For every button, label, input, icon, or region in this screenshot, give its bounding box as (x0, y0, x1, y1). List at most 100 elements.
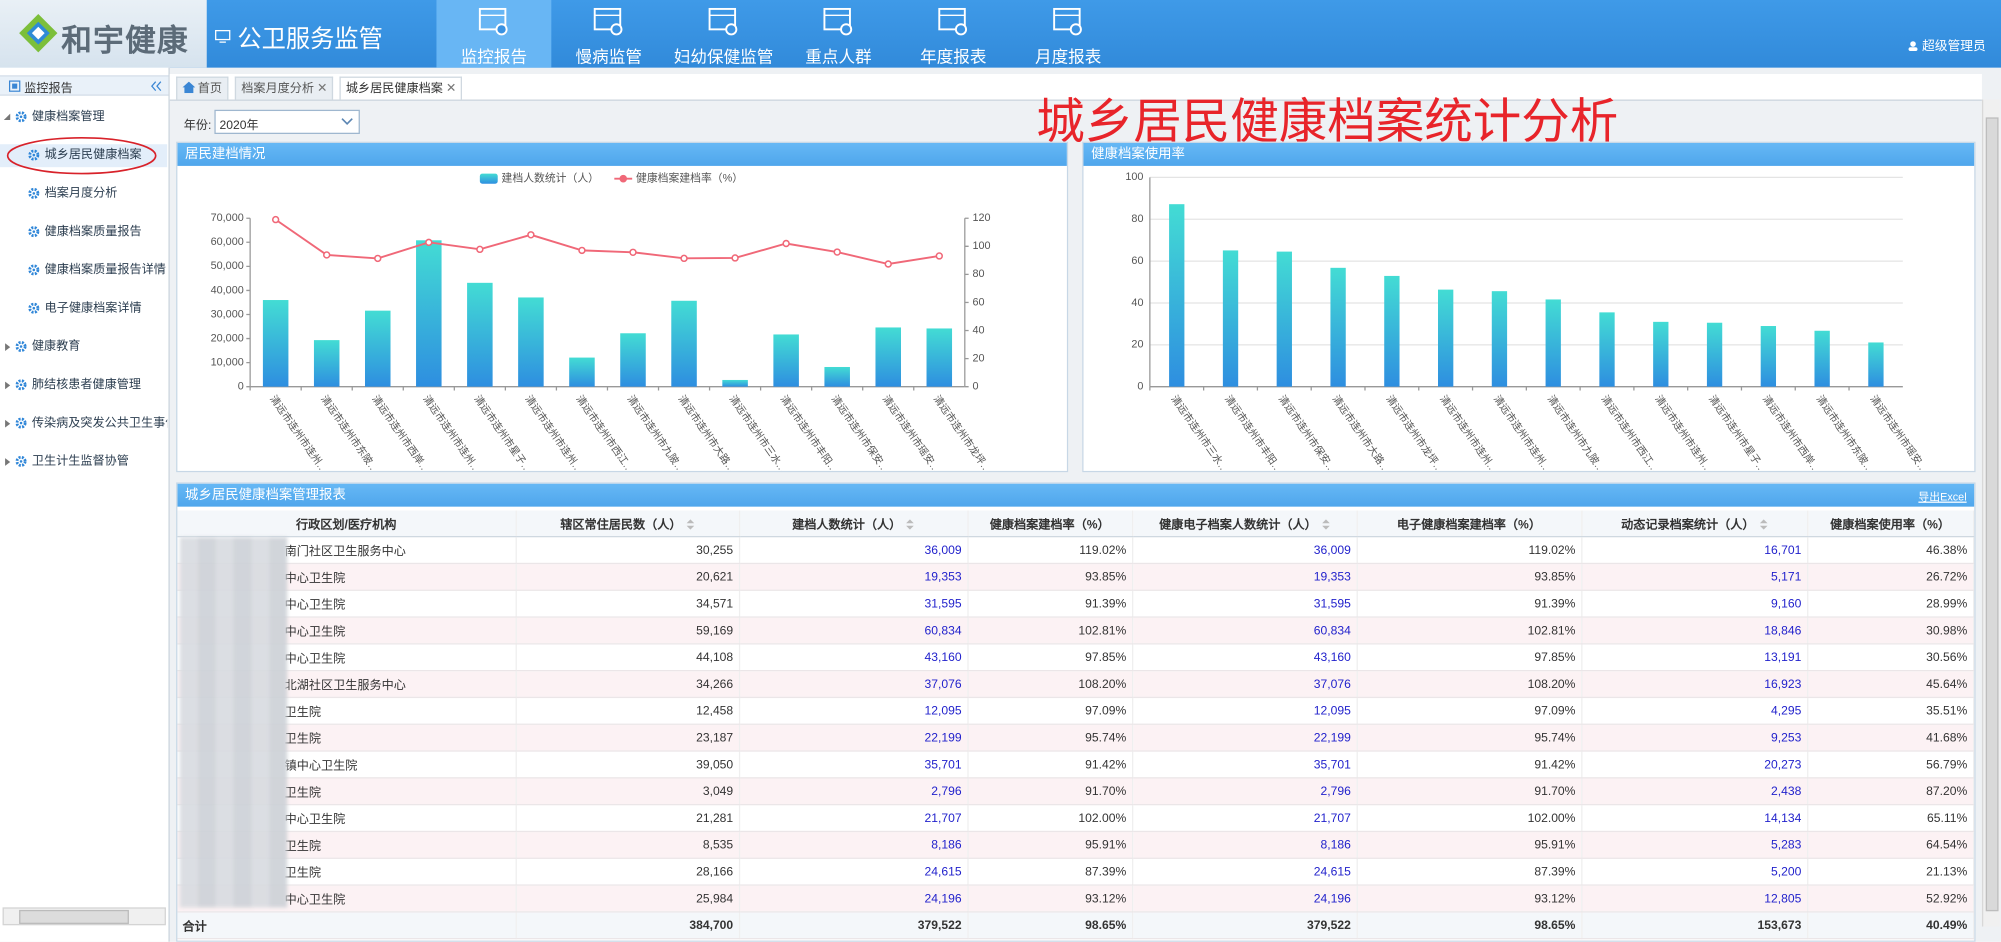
x-tick-label: 清远市连州市连州… (267, 393, 330, 471)
menu-item[interactable]: 电子健康档案详情 (0, 297, 167, 320)
scroll-thumb[interactable] (1985, 117, 1999, 912)
cell-number: 20,621 (515, 563, 740, 591)
cell-number: 43,160 (1131, 643, 1358, 672)
scroll-thumb[interactable] (19, 909, 129, 924)
menu-label: 档案月度分析 (44, 186, 118, 201)
cell-number: 9,253 (1581, 724, 1808, 752)
cell-number: 95.74% (1356, 724, 1582, 752)
nav-icon (478, 7, 508, 36)
x-tick-label: 清远市连州市保安… (829, 393, 892, 471)
nav-label: 慢病监管 (575, 47, 642, 67)
column-header[interactable]: 电子健康档案建档率（%） (1356, 510, 1582, 538)
sort-icon[interactable] (686, 519, 695, 530)
cell-number: 87.20% (1807, 777, 1974, 806)
nav-item[interactable]: 月度报表 (1011, 0, 1126, 68)
cell-number: 59,169 (515, 617, 740, 645)
x-tick-label: 清远市连州市西江… (573, 393, 636, 471)
line-point (629, 248, 637, 256)
cell-number: 56.79% (1807, 751, 1974, 779)
cell-number: 4,295 (1581, 697, 1808, 725)
column-header[interactable]: 建档人数统计（人） (738, 510, 968, 538)
line-point (476, 245, 484, 254)
tab[interactable]: 档案月度分析 (234, 76, 334, 100)
legend-label: 健康档案建档率（%） (636, 171, 743, 185)
bar (824, 366, 850, 387)
cell-number: 2,796 (738, 777, 968, 806)
cell-number: 45.64% (1807, 670, 1974, 699)
year-select[interactable]: 2020年 (214, 109, 360, 135)
tab[interactable]: 首页 (176, 76, 229, 100)
menu-group[interactable]: 传染病及突发公共卫生事件 (0, 412, 167, 435)
cell-number: 35,701 (738, 751, 968, 779)
x-tick-label: 清远市连州市星子… (471, 393, 534, 471)
nav-label: 年度报表 (920, 47, 987, 67)
table-row: 中心卫生院 25,984 24,196 93.12% 24,196 93.12% 12,80… (177, 885, 1974, 913)
tab[interactable]: 城乡居民健康档案 (339, 76, 463, 100)
icon-shape (32, 153, 36, 157)
menu-item[interactable]: 档案月度分析 (0, 182, 167, 205)
gear-icon (15, 111, 27, 123)
icon-shape (495, 23, 508, 36)
expander (5, 458, 11, 466)
y-tick-label: 0 (1137, 381, 1143, 393)
table-row: 镇中心卫生院 39,050 35,701 91.42% 35,701 91.42% 20,2… (177, 751, 1974, 779)
export-link[interactable]: 导出Excel (1918, 490, 1967, 503)
icon-shape (3, 113, 11, 120)
line-point (884, 260, 892, 268)
cell-number: 64.54% (1807, 831, 1974, 859)
total-number: 379,522 (1131, 911, 1358, 940)
x-tick-label: 清远市连州市连州… (1437, 393, 1500, 471)
table-row: 中心卫生院 21,281 21,707 102.00% 21,707 102.00% 14,… (177, 804, 1974, 833)
close-icon[interactable] (447, 83, 456, 92)
sort-icon[interactable] (1759, 519, 1768, 530)
menu-group[interactable]: 卫生计生监督协管 (0, 450, 167, 473)
icon-shape (1759, 525, 1768, 530)
menu-item[interactable]: 健康档案质量报告详情 (0, 259, 167, 282)
column-header[interactable]: 健康档案建档率（%） (967, 510, 1133, 538)
total-row: 合计 384,700 379,522 98.65% 379,522 98.65% 153,6… (177, 911, 1974, 940)
icon-shape (5, 419, 11, 428)
column-header[interactable]: 健康档案使用率（%） (1807, 510, 1974, 538)
sort-icon[interactable] (1321, 519, 1330, 530)
user[interactable]: 超级管理员 (1908, 34, 1986, 54)
column-header[interactable]: 辖区常住居民数（人） (515, 510, 740, 538)
column-header[interactable]: 健康电子档案人数统计（人） (1131, 510, 1358, 538)
x-tick-label: 清远市连州市三水… (1168, 393, 1231, 471)
icon-shape (19, 421, 23, 425)
close-icon[interactable] (318, 83, 327, 92)
x-tick-label: 清远市连州市西岸… (1760, 393, 1823, 471)
sidebar-header: 监控报告 (0, 75, 169, 96)
cell-number: 25,984 (515, 885, 740, 913)
cell-number: 26.72% (1807, 563, 1974, 591)
x-tick-label: 清远市连州市西岸… (369, 393, 432, 471)
nav-item[interactable]: 监控报告 (436, 0, 552, 68)
cell-number: 21.13% (1807, 858, 1974, 886)
cell-number: 37,076 (1131, 670, 1358, 699)
menu-group[interactable]: 健康档案管理 (0, 106, 167, 129)
collapse-button[interactable] (151, 80, 162, 92)
column-header[interactable]: 动态记录档案统计（人） (1581, 510, 1808, 538)
sort-icon[interactable] (906, 519, 915, 530)
nav-item[interactable]: 年度报表 (896, 0, 1011, 68)
nav-item[interactable]: 妇幼保健监管 (666, 0, 781, 68)
v-scrollbar[interactable] (1981, 99, 2000, 927)
column-header[interactable]: 行政区划/医疗机构 (177, 510, 517, 538)
menu-group[interactable]: 健康教育 (0, 336, 167, 359)
cell-number: 20,273 (1581, 751, 1808, 779)
cell-number: 8,535 (515, 831, 740, 859)
nav-item[interactable]: 重点人群 (781, 0, 896, 68)
menu-item[interactable]: 城乡居民健康档案 (0, 144, 168, 168)
cell-number: 87.39% (1356, 858, 1582, 886)
cell-number: 93.12% (1356, 885, 1582, 913)
cell-number: 119.02% (1356, 536, 1582, 565)
y2-tick-label: 20 (972, 352, 984, 364)
bar (1169, 204, 1185, 387)
cell-number: 2,796 (1131, 777, 1358, 806)
menu-group[interactable]: 肺结核患者健康管理 (0, 374, 167, 397)
h-scrollbar[interactable] (2, 907, 166, 926)
cell-number: 19,353 (1131, 563, 1358, 591)
sidebar-title: 监控报告 (24, 81, 73, 96)
nav-item[interactable]: 慢病监管 (551, 0, 666, 68)
menu-item[interactable]: 健康档案质量报告 (0, 221, 167, 244)
cell-number: 34,571 (515, 590, 740, 618)
